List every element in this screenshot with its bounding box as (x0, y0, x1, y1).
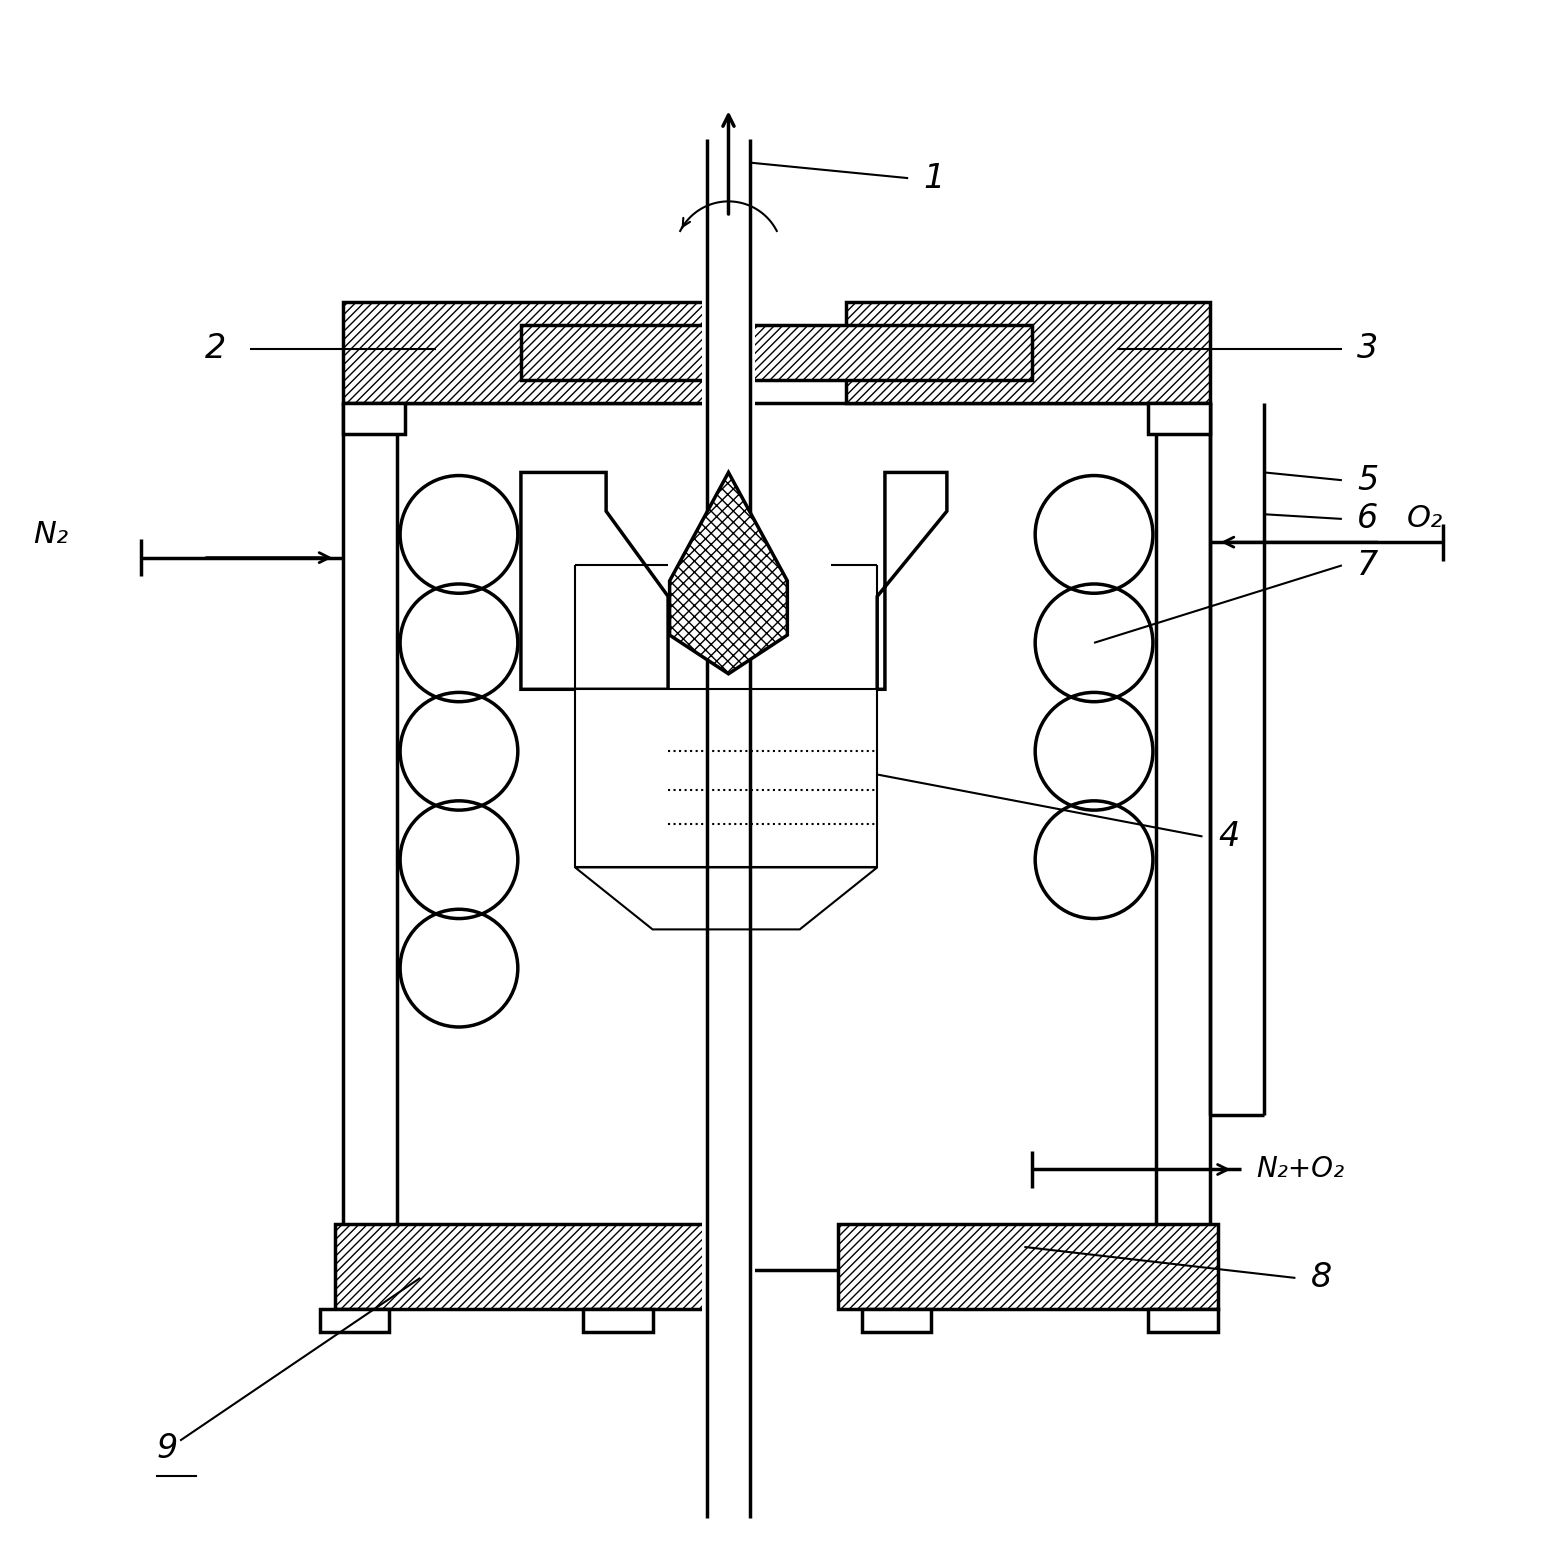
Text: N₂: N₂ (33, 520, 68, 548)
Bar (320, 1309, 390, 1332)
Text: 1: 1 (924, 161, 944, 195)
Bar (1148, 403, 1210, 434)
Bar (702, 139, 755, 1518)
Polygon shape (877, 472, 947, 689)
Polygon shape (575, 867, 877, 929)
Bar (343, 403, 405, 434)
Text: 8: 8 (1311, 1261, 1332, 1295)
Bar (582, 1309, 652, 1332)
Bar (1148, 1309, 1218, 1332)
Bar (839, 1224, 1218, 1309)
Text: 5: 5 (1357, 463, 1379, 497)
Text: 9: 9 (157, 1431, 179, 1465)
Text: 6: 6 (1357, 502, 1379, 536)
Polygon shape (669, 472, 787, 674)
Text: 3: 3 (1357, 331, 1379, 366)
Text: O₂: O₂ (1407, 505, 1443, 533)
Bar (335, 1224, 714, 1309)
Bar (846, 302, 1210, 403)
Bar (862, 1309, 932, 1332)
Text: N₂+O₂: N₂+O₂ (1256, 1156, 1345, 1183)
Text: 2: 2 (205, 331, 227, 366)
Text: 7: 7 (1357, 548, 1379, 582)
Bar (520, 325, 1033, 380)
Text: 4: 4 (1218, 819, 1239, 853)
Bar (575, 689, 877, 867)
Polygon shape (520, 472, 668, 689)
Bar (343, 302, 707, 403)
